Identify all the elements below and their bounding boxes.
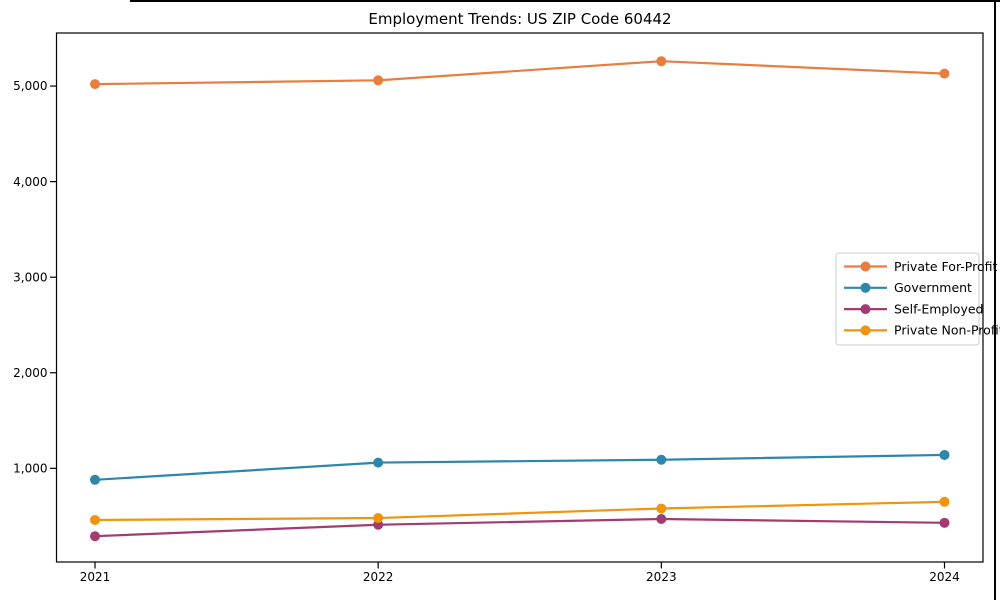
chart-title: Employment Trends: US ZIP Code 60442	[368, 10, 671, 28]
data-point	[90, 514, 100, 525]
y-tick-label: 4,000	[13, 175, 47, 189]
legend-item-label: Government	[894, 280, 972, 295]
data-point	[939, 496, 950, 507]
legend-marker-icon	[860, 282, 871, 293]
series-line-self-employed	[94, 517, 945, 538]
data-point	[90, 79, 100, 90]
legend-item-label: Private For-Profit	[894, 259, 997, 274]
data-point	[373, 457, 384, 468]
right-edge-line	[994, 0, 996, 600]
legend-marker-icon	[860, 325, 871, 336]
y-tick-label: 2,000	[13, 366, 47, 380]
legend-marker-icon	[860, 304, 871, 315]
data-point	[656, 454, 667, 465]
data-point	[656, 503, 667, 514]
data-point	[656, 56, 667, 67]
data-point	[656, 513, 667, 524]
y-tick-label: 5,000	[13, 79, 47, 93]
data-point	[90, 474, 100, 485]
data-point	[939, 517, 950, 528]
legend-item-label: Self-Employed	[894, 301, 983, 316]
data-point	[939, 449, 950, 460]
data-point	[373, 75, 384, 86]
data-point	[373, 513, 384, 524]
x-tick-label: 2023	[646, 570, 677, 584]
x-tick-label: 2021	[80, 570, 111, 584]
series-line-government	[94, 453, 945, 481]
x-tick-label: 2024	[929, 570, 960, 584]
series-line-private-non-profit	[94, 500, 945, 522]
top-edge-line	[130, 0, 1000, 2]
legend-box	[835, 252, 980, 346]
y-tick-label: 1,000	[13, 462, 47, 476]
legend-item-label: Private Non-Profit	[894, 323, 1000, 338]
data-point	[939, 68, 950, 79]
x-tick-label: 2022	[363, 570, 394, 584]
series-line-private-for-profit	[94, 60, 945, 86]
legend-marker-icon	[860, 261, 871, 272]
plot-area: 1,000 2,000 3,000 4,000 5,000 2021 2022 2023 202…	[13, 32, 1000, 584]
y-tick-label: 3,000	[13, 270, 47, 284]
data-point	[90, 531, 100, 542]
